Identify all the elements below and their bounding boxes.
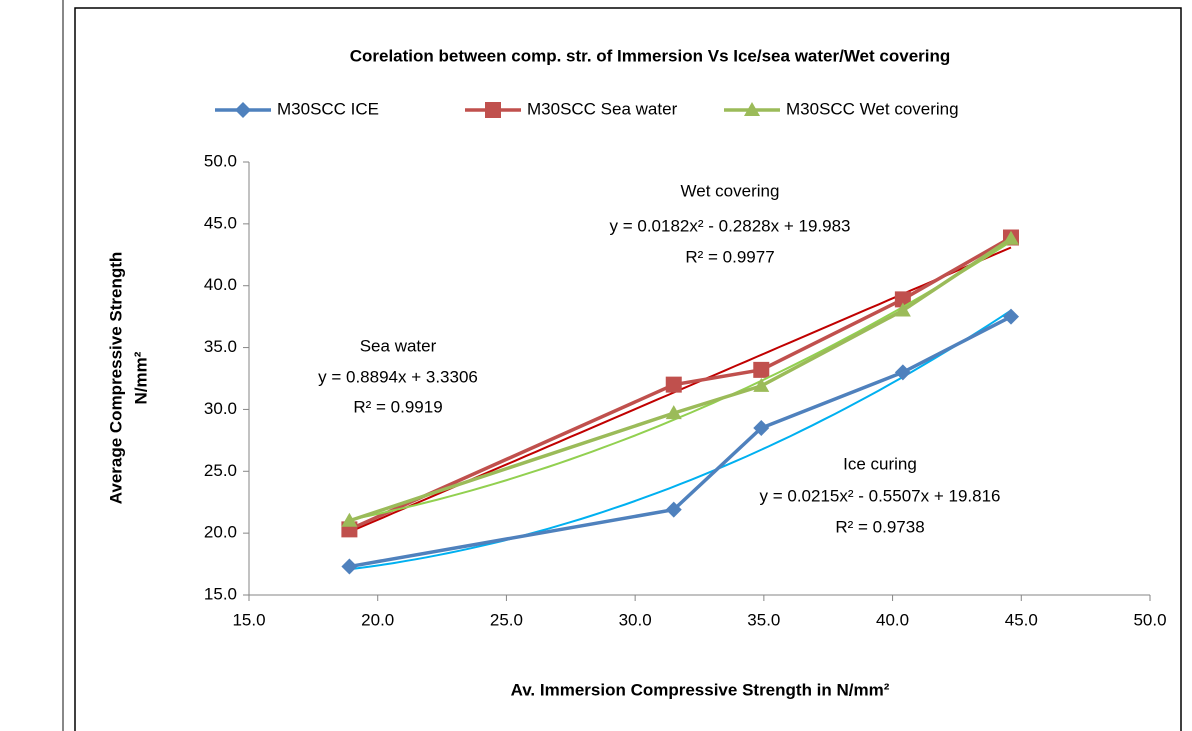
legend-label: M30SCC Sea water: [527, 99, 678, 118]
y-axis-label: Average Compressive Strength N/mm²: [106, 252, 150, 505]
marker: [341, 512, 358, 527]
x-tick-label: 20.0: [361, 610, 394, 629]
marker: [665, 501, 682, 518]
marker: [753, 377, 770, 392]
marker: [753, 361, 770, 378]
annotation: R² = 0.9919: [353, 397, 442, 416]
marker: [485, 102, 501, 118]
annotation: R² = 0.9977: [685, 247, 774, 266]
annotation: Sea water: [360, 336, 437, 355]
y-tick-label: 40.0: [204, 275, 237, 294]
y-tick-label: 30.0: [204, 399, 237, 418]
x-tick-label: 25.0: [490, 610, 523, 629]
chart-frame: [74, 7, 1182, 731]
x-axis-label: Av. Immersion Compressive Strength in N/…: [511, 680, 890, 699]
y-tick-label: 35.0: [204, 337, 237, 356]
y-tick-label: 15.0: [204, 584, 237, 603]
chart-title: Corelation between comp. str. of Immersi…: [350, 46, 951, 65]
marker: [753, 419, 770, 436]
marker: [1002, 230, 1019, 245]
marker: [665, 376, 682, 393]
marker: [894, 302, 911, 317]
marker: [341, 558, 358, 575]
marker: [235, 102, 251, 118]
y-tick-label: 45.0: [204, 213, 237, 232]
marker: [894, 291, 911, 308]
marker: [744, 102, 760, 116]
annotation: R² = 0.9738: [835, 517, 924, 536]
y-tick-label: 50.0: [204, 151, 237, 170]
marker: [1002, 308, 1019, 325]
annotation: y = 0.8894x + 3.3306: [318, 367, 478, 386]
y-tick-label: 20.0: [204, 523, 237, 542]
y-axis-label-line: N/mm²: [131, 351, 150, 404]
x-tick-label: 30.0: [619, 610, 652, 629]
y-tick-label: 25.0: [204, 461, 237, 480]
annotation: y = 0.0215x² - 0.5507x + 19.816: [759, 486, 1000, 505]
x-tick-label: 50.0: [1133, 610, 1166, 629]
x-tick-label: 35.0: [747, 610, 780, 629]
y-axis-label-line: Average Compressive Strength: [106, 252, 125, 505]
legend-label: M30SCC ICE: [277, 99, 379, 118]
x-tick-label: 15.0: [232, 610, 265, 629]
marker: [894, 364, 911, 381]
legend-label: M30SCC Wet covering: [786, 99, 959, 118]
x-tick-label: 40.0: [876, 610, 909, 629]
marker: [665, 405, 682, 420]
annotation: y = 0.0182x² - 0.2828x + 19.983: [609, 216, 850, 235]
annotation: Ice curing: [843, 454, 917, 473]
annotation: Wet covering: [681, 181, 780, 200]
x-tick-label: 45.0: [1005, 610, 1038, 629]
trendline: [349, 309, 1012, 571]
